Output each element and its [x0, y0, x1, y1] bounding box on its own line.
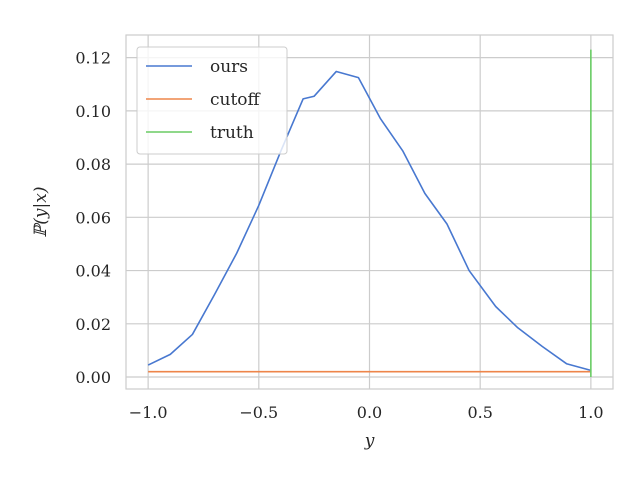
y-tick-label: 0.02	[75, 315, 111, 334]
x-tick-labels: −1.0 −0.5 0.0 0.5 1.0	[129, 403, 604, 422]
y-tick-label: 0.04	[75, 262, 111, 281]
x-tick-label: 0.0	[357, 403, 382, 422]
legend-label-truth: truth	[210, 123, 254, 143]
legend: ours cutoff truth	[136, 46, 288, 155]
x-tick-label: 0.5	[467, 403, 492, 422]
y-tick-labels: 0.00 0.02 0.04 0.06 0.08 0.10 0.12	[75, 49, 111, 387]
legend-label-cutoff: cutoff	[210, 90, 262, 110]
plot-frame	[125, 34, 614, 390]
x-tick-label: 1.0	[578, 403, 603, 422]
legend-box	[136, 46, 288, 155]
x-tick-label: −1.0	[129, 403, 168, 422]
y-tick-label: 0.00	[75, 368, 111, 387]
y-tick-label: 0.08	[75, 155, 111, 174]
y-tick-label: 0.12	[75, 49, 111, 68]
x-axis-label: y	[364, 431, 375, 451]
y-axis-label: ℙ(y|x)	[31, 187, 51, 238]
legend-label-ours: ours	[210, 57, 248, 77]
series-line-ours	[147, 70, 592, 372]
y-tick-label: 0.06	[75, 208, 111, 227]
y-tick-label: 0.10	[75, 102, 111, 121]
x-tick-label: −0.5	[239, 403, 278, 422]
series-layer	[147, 49, 592, 378]
